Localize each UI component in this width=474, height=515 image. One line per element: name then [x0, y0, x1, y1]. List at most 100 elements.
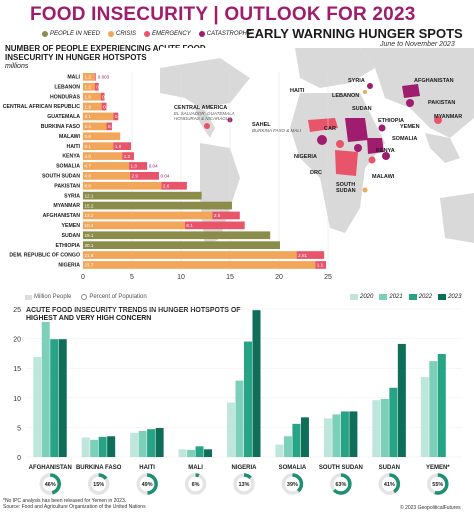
bar-2022-haiti: [147, 429, 156, 457]
bar-2021-burkina-faso: [90, 439, 99, 457]
bar-emergency-kenya: [122, 152, 134, 160]
bar-2022-afghanistan: [50, 339, 59, 457]
bar-label-emergency-dem-republic-of-congo: 2.81: [298, 253, 307, 258]
legend-swatch: [379, 294, 388, 300]
bar-crisis-nigeria: [83, 261, 316, 269]
percent-label-somalia: 39%: [287, 482, 298, 488]
bar-2020-somalia: [275, 444, 284, 457]
percent-label-nigeria: 13%: [238, 482, 249, 488]
bar-label-emergency-yemen: 6.1: [186, 223, 193, 228]
category-label-central-african-republic: CENTRAL AFRICAN REPUBLIC: [3, 104, 80, 110]
legend-label: 2021: [389, 294, 403, 300]
bar-crisis-dem-republic-of-congo: [83, 251, 297, 259]
legend-label: EMERGENCY: [152, 31, 191, 37]
bar-2020-mali: [178, 449, 187, 457]
map-label-pakistan: PAKISTAN: [428, 100, 455, 106]
map-label-text: CAR: [324, 126, 336, 132]
hotspot-marker-car: [336, 140, 344, 148]
category-label-afghanistan: AFGHANISTAN: [29, 465, 72, 471]
category-label-kenya: KENYA: [62, 154, 80, 160]
category-label-syria: SYRIA: [64, 193, 80, 199]
category-label-mali: MALI: [67, 75, 80, 81]
category-label-burkina-faso: BURKINA FASO: [76, 465, 122, 471]
hotspot-marker-malawi: [362, 187, 368, 193]
map-label-text: SAHEL: [252, 122, 271, 128]
category-label-south-sudan: SOUTH SUDAN: [42, 174, 80, 180]
bar-crisis-haiti: [83, 142, 114, 150]
percent-label-burkina-faso: 15%: [93, 482, 104, 488]
bar-emergency-haiti: [113, 142, 132, 150]
bar-people-in-need-sudan: [83, 231, 271, 240]
page-title: FOOD INSECURITY | OUTLOOK FOR 2023: [30, 4, 416, 25]
bar-2020-sudan: [372, 400, 381, 457]
hotspot-marker-sahel: [308, 118, 338, 132]
map-label-text: YEMEN: [400, 124, 420, 130]
bar-label-emergency-burkina-faso: 0.5: [108, 124, 115, 129]
bar-label-people-in-need-myanmar: 15.2: [85, 203, 94, 208]
bar-people-in-need-syria: [83, 191, 202, 200]
bar-people-in-need-myanmar: [83, 201, 232, 210]
bar-2020-burkina-faso: [81, 437, 90, 457]
bar-label-crisis-malawi: 3.8: [85, 134, 92, 139]
bar-people-in-need-ethiopia: [83, 241, 280, 249]
x-tick-label: 10: [177, 274, 185, 281]
bar-label-crisis-guatemala: 3.1: [85, 114, 92, 119]
legend-swatch: [144, 31, 151, 37]
bar-crisis-yemen: [83, 221, 185, 230]
percent-label-haiti: 49%: [142, 482, 153, 488]
bar-2023-sudan: [397, 343, 406, 457]
category-label-afghanistan: AFGHANISTAN: [43, 213, 81, 219]
bar-2021-nigeria: [235, 380, 244, 457]
bar-emergency-south-sudan: [130, 172, 159, 180]
category-label-nigeria: NIGERIA: [231, 465, 257, 471]
bar-2020-afghanistan: [33, 356, 42, 457]
map-label-text: MALAWI: [372, 174, 395, 180]
bar-crisis-mali: [83, 73, 95, 81]
map-label-car: CAR: [324, 126, 336, 132]
legend-swatch: [25, 294, 32, 300]
bar-2022-south-sudan: [340, 411, 349, 457]
legend-label: CRISIS: [116, 31, 137, 37]
map-label-text: MYANMAR: [434, 114, 463, 120]
bar-emergency-mali: [94, 73, 96, 81]
legend-swatch: [81, 294, 88, 300]
world-map: SYRIA AFGHANISTAN LEBANON PAKISTAN SUDAN…: [160, 48, 474, 283]
bar-crisis-south-sudan: [83, 172, 131, 180]
trend-chart-title: ACUTE FOOD INSECURITY TRENDS IN HUNGER H…: [26, 307, 241, 322]
map-label-somalia: SOMALIA: [392, 136, 417, 142]
map-label-kenya: KENYA: [376, 148, 395, 154]
percent-donut-arc: [330, 473, 352, 495]
footnote: *No IPC analysis has been released for Y…: [3, 498, 146, 510]
bar-emergency-somalia: [129, 162, 147, 170]
bar-crisis-pakistan: [83, 181, 162, 190]
legend-swatch: [198, 31, 205, 37]
y-tick-label: 25: [13, 307, 21, 314]
bar-2022-yemen: [437, 353, 446, 457]
hotspot-marker-lebanon: [363, 90, 367, 94]
y-tick-label: 15: [13, 366, 21, 373]
bar-2022-nigeria: [244, 341, 252, 457]
bar-label-crisis-dem-republic-of-congo: 21.8: [85, 253, 94, 258]
bar-2023-burkina-faso: [107, 436, 116, 457]
bar-emergency-yemen: [184, 221, 245, 230]
legend-swatch: [408, 294, 417, 300]
map-label-drc: DRC: [310, 170, 322, 176]
bar-label-crisis-kenya: 4.0: [85, 154, 92, 159]
legend-swatch: [350, 294, 358, 300]
bar-emergency-guatemala: [113, 112, 119, 121]
legend-year-2020: 2020: [350, 294, 373, 300]
bar-label-people-in-need-syria: 12.1: [85, 193, 94, 198]
bar-emergency-central-african-republic: [101, 102, 107, 111]
bar-label-emergency-mali: 0.1: [96, 75, 103, 80]
x-tick-label: 25: [324, 274, 332, 281]
page-subtitle: EARLY WARNING HUNGER SPOTS: [246, 26, 463, 41]
percent-label-afghanistan: 46%: [45, 482, 56, 488]
legend-label: 2023: [448, 294, 462, 300]
category-label-yemen: YEMEN*: [426, 465, 450, 471]
bar-2020-haiti: [130, 432, 139, 457]
percent-donut-arc: [184, 473, 207, 495]
bar-2022-burkina-faso: [98, 436, 107, 457]
bar-label-catastrophe-mali: 0.003: [98, 75, 110, 80]
bar-label-emergency-kenya: 1.2: [124, 154, 131, 159]
bar-chart-title: NUMBER OF PEOPLE EXPERIENCING ACUTE FOOD…: [5, 44, 206, 62]
